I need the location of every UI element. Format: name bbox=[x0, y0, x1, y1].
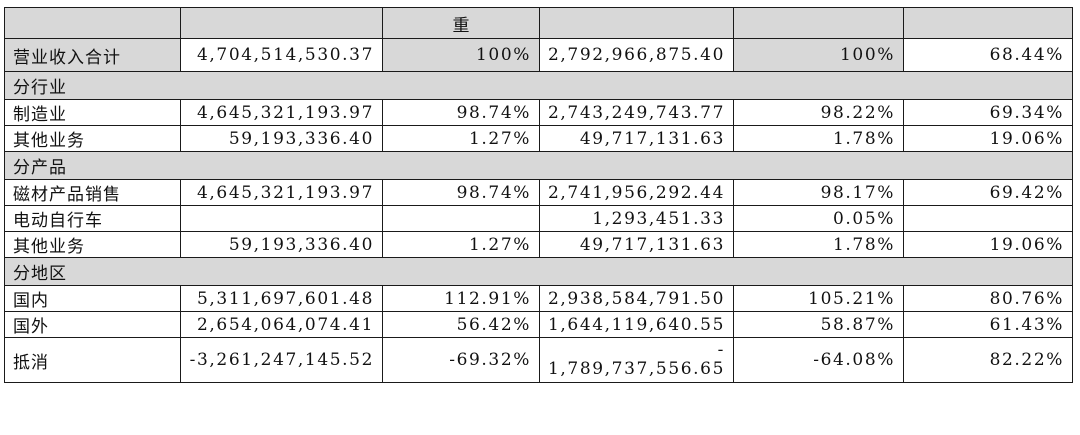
table-row: 其他业务 59,193,336.40 1.27% 49,717,131.63 1… bbox=[4, 231, 1074, 258]
cell-value: 98.74% bbox=[382, 179, 540, 206]
table-row-total: 营业收入合计 4,704,514,530.37 100% 2,792,966,8… bbox=[4, 38, 1074, 72]
row-label: 营业收入合计 bbox=[4, 38, 181, 72]
cell-value: 112.91% bbox=[382, 285, 540, 312]
table-row: 国内 5,311,697,601.48 112.91% 2,938,584,79… bbox=[4, 285, 1074, 312]
table-row: 抵消 -3,261,247,145.52 -69.32% -1,789,737,… bbox=[4, 337, 1074, 383]
cell-value: 1.78% bbox=[733, 231, 905, 258]
row-label: 磁材产品销售 bbox=[4, 179, 181, 206]
cell-value: 2,741,956,292.44 bbox=[538, 179, 735, 206]
section-row: 分行业 bbox=[3, 71, 1074, 100]
cell-value: 4,704,514,530.37 bbox=[180, 38, 383, 72]
cell-value: 59,193,336.40 bbox=[180, 125, 383, 152]
cell-value: 61.43% bbox=[903, 311, 1074, 338]
row-label: 制造业 bbox=[4, 99, 181, 126]
cell-value: 1.27% bbox=[382, 231, 540, 258]
cell-value: -64.08% bbox=[733, 337, 905, 383]
header-cell bbox=[903, 7, 1074, 39]
cell-value: 4,645,321,193.97 bbox=[180, 179, 383, 206]
section-label: 分地区 bbox=[3, 257, 1074, 286]
table-row: 其他业务 59,193,336.40 1.27% 49,717,131.63 1… bbox=[4, 125, 1074, 152]
section-label: 分产品 bbox=[3, 151, 1074, 180]
cell-value: 19.06% bbox=[903, 231, 1074, 258]
row-label: 其他业务 bbox=[4, 125, 181, 152]
cell-value: 98.22% bbox=[733, 99, 905, 126]
section-row: 分地区 bbox=[3, 257, 1074, 286]
header-row: 重 bbox=[4, 7, 1074, 39]
cell-value: 58.87% bbox=[733, 311, 905, 338]
cell-value: 69.34% bbox=[903, 99, 1074, 126]
row-label: 其他业务 bbox=[4, 231, 181, 258]
cell-value: 69.42% bbox=[903, 179, 1074, 206]
cell-value: 4,645,321,193.97 bbox=[180, 99, 383, 126]
cell-value: 56.42% bbox=[382, 311, 540, 338]
cell-value-line: 1,789,737,556.65 bbox=[548, 359, 726, 379]
row-label: 国外 bbox=[4, 311, 181, 338]
table-row: 电动自行车 1,293,451.33 0.05% bbox=[4, 205, 1074, 232]
cell-value: 59,193,336.40 bbox=[180, 231, 383, 258]
row-label: 电动自行车 bbox=[4, 205, 181, 232]
cell-value: 2,792,966,875.40 bbox=[538, 38, 735, 72]
header-cell bbox=[180, 7, 383, 39]
cell-value bbox=[180, 205, 383, 232]
cell-value: 1,644,119,640.55 bbox=[538, 311, 735, 338]
cell-value: 1.27% bbox=[382, 125, 540, 152]
cell-value bbox=[382, 205, 540, 232]
header-cell bbox=[538, 7, 735, 39]
section-row: 分产品 bbox=[3, 151, 1074, 180]
cell-value: 98.74% bbox=[382, 99, 540, 126]
revenue-table: 重 营业收入合计 4,704,514,530.37 100% 2,792,966… bbox=[3, 7, 1074, 383]
cell-value-line: - bbox=[717, 340, 726, 360]
header-cell-weight: 重 bbox=[382, 7, 540, 39]
row-label: 抵消 bbox=[4, 337, 181, 383]
cell-value: -3,261,247,145.52 bbox=[180, 337, 383, 383]
cell-value: 49,717,131.63 bbox=[538, 231, 735, 258]
cell-value: 2,743,249,743.77 bbox=[538, 99, 735, 126]
cell-value: 0.05% bbox=[733, 205, 905, 232]
header-cell bbox=[4, 7, 181, 39]
cell-value: 105.21% bbox=[733, 285, 905, 312]
cell-value: 100% bbox=[733, 38, 905, 72]
cell-value: -69.32% bbox=[382, 337, 540, 383]
cell-value: 2,938,584,791.50 bbox=[538, 285, 735, 312]
cell-value: 5,311,697,601.48 bbox=[180, 285, 383, 312]
table-row: 制造业 4,645,321,193.97 98.74% 2,743,249,74… bbox=[4, 99, 1074, 126]
cell-value: 80.76% bbox=[903, 285, 1074, 312]
section-label: 分行业 bbox=[3, 71, 1074, 100]
cell-value: 49,717,131.63 bbox=[538, 125, 735, 152]
cell-value-wrapped: -1,789,737,556.65 bbox=[538, 337, 735, 383]
cell-value bbox=[903, 205, 1074, 232]
cell-value: 68.44% bbox=[903, 38, 1074, 72]
cell-value: 19.06% bbox=[903, 125, 1074, 152]
cell-value: 1,293,451.33 bbox=[538, 205, 735, 232]
row-label: 国内 bbox=[4, 285, 181, 312]
table-row: 磁材产品销售 4,645,321,193.97 98.74% 2,741,956… bbox=[4, 179, 1074, 206]
cell-value: 98.17% bbox=[733, 179, 905, 206]
cell-value: 82.22% bbox=[903, 337, 1074, 383]
table-row: 国外 2,654,064,074.41 56.42% 1,644,119,640… bbox=[4, 311, 1074, 338]
cell-value: 100% bbox=[382, 38, 540, 72]
cell-value: 2,654,064,074.41 bbox=[180, 311, 383, 338]
cell-value: 1.78% bbox=[733, 125, 905, 152]
header-cell bbox=[733, 7, 905, 39]
